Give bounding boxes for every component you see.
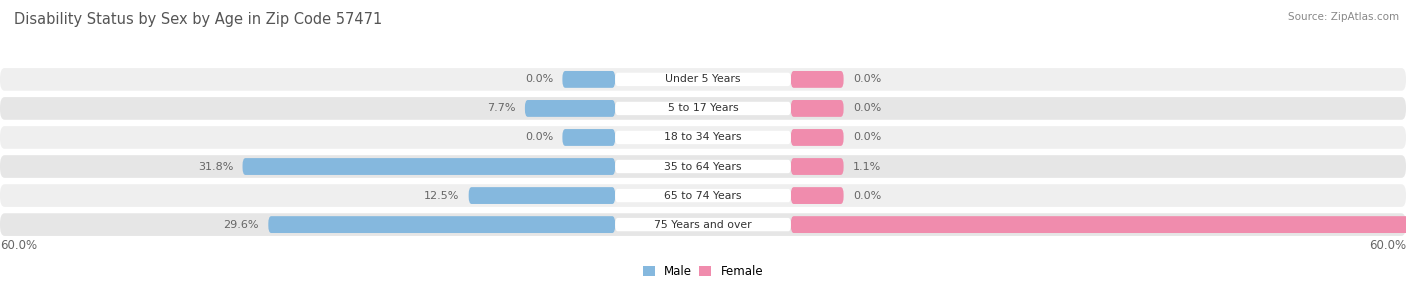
Text: 75 Years and over: 75 Years and over: [654, 219, 752, 230]
Text: 18 to 34 Years: 18 to 34 Years: [664, 133, 742, 143]
FancyBboxPatch shape: [790, 158, 844, 175]
Text: 0.0%: 0.0%: [853, 191, 882, 201]
Text: 7.7%: 7.7%: [486, 103, 516, 113]
FancyBboxPatch shape: [790, 71, 844, 88]
Text: 0.0%: 0.0%: [524, 133, 553, 143]
FancyBboxPatch shape: [562, 129, 616, 146]
FancyBboxPatch shape: [524, 100, 616, 117]
Text: 5 to 17 Years: 5 to 17 Years: [668, 103, 738, 113]
Text: 0.0%: 0.0%: [853, 133, 882, 143]
FancyBboxPatch shape: [616, 218, 790, 231]
Text: Disability Status by Sex by Age in Zip Code 57471: Disability Status by Sex by Age in Zip C…: [14, 12, 382, 27]
Text: 0.0%: 0.0%: [853, 103, 882, 113]
FancyBboxPatch shape: [269, 216, 616, 233]
FancyBboxPatch shape: [468, 187, 616, 204]
FancyBboxPatch shape: [616, 102, 790, 115]
Text: 0.0%: 0.0%: [853, 74, 882, 85]
FancyBboxPatch shape: [562, 71, 616, 88]
FancyBboxPatch shape: [790, 129, 844, 146]
FancyBboxPatch shape: [790, 187, 844, 204]
FancyBboxPatch shape: [243, 158, 616, 175]
FancyBboxPatch shape: [616, 189, 790, 202]
Text: 35 to 64 Years: 35 to 64 Years: [664, 161, 742, 171]
FancyBboxPatch shape: [0, 126, 1406, 149]
FancyBboxPatch shape: [616, 73, 790, 86]
Text: 65 to 74 Years: 65 to 74 Years: [664, 191, 742, 201]
FancyBboxPatch shape: [790, 216, 1406, 233]
FancyBboxPatch shape: [616, 160, 790, 173]
FancyBboxPatch shape: [0, 184, 1406, 207]
FancyBboxPatch shape: [0, 155, 1406, 178]
Text: 31.8%: 31.8%: [198, 161, 233, 171]
FancyBboxPatch shape: [0, 213, 1406, 236]
Text: 12.5%: 12.5%: [425, 191, 460, 201]
Text: 1.1%: 1.1%: [853, 161, 882, 171]
Text: 0.0%: 0.0%: [524, 74, 553, 85]
Text: Under 5 Years: Under 5 Years: [665, 74, 741, 85]
Text: 60.0%: 60.0%: [0, 239, 37, 252]
Legend: Male, Female: Male, Female: [643, 265, 763, 278]
FancyBboxPatch shape: [0, 68, 1406, 91]
Text: Source: ZipAtlas.com: Source: ZipAtlas.com: [1288, 12, 1399, 22]
FancyBboxPatch shape: [616, 131, 790, 144]
FancyBboxPatch shape: [0, 97, 1406, 120]
FancyBboxPatch shape: [790, 100, 844, 117]
Text: 29.6%: 29.6%: [224, 219, 259, 230]
Text: 60.0%: 60.0%: [1369, 239, 1406, 252]
